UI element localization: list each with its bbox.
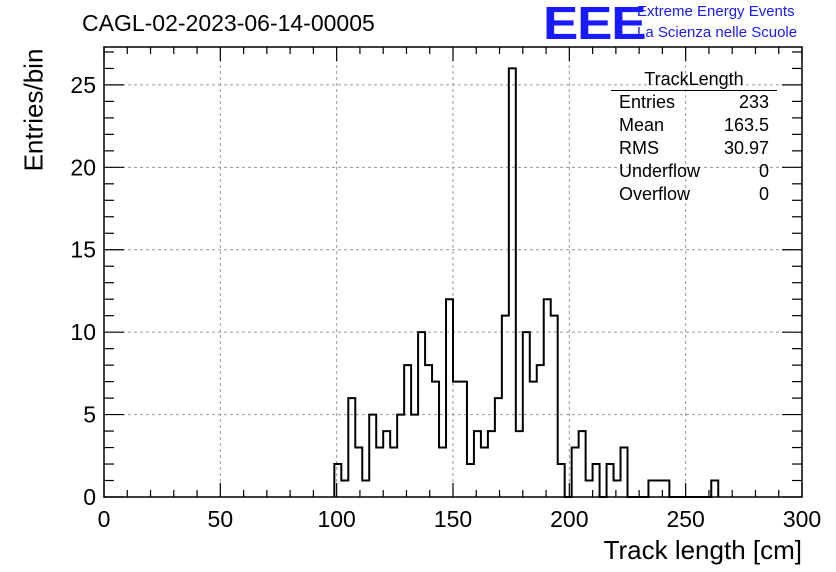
- histogram-bin: [432, 382, 439, 497]
- stats-row-rms: RMS 30.97: [611, 137, 777, 160]
- stats-key: Mean: [619, 115, 665, 135]
- histogram-bin: [509, 68, 516, 497]
- histogram-bin: [397, 415, 404, 497]
- stats-value: 30.97: [723, 138, 769, 158]
- histogram-bin: [711, 481, 718, 497]
- histogram-bin: [607, 464, 614, 497]
- histogram-bin: [495, 398, 502, 497]
- histogram-bin: [655, 481, 662, 497]
- stats-title: TrackLength: [611, 68, 777, 91]
- y-tick-label: 10: [70, 319, 96, 345]
- histogram-bin: [369, 415, 376, 497]
- histogram-bin: [453, 382, 460, 497]
- x-tick-label: 100: [317, 506, 355, 532]
- stats-key: RMS: [619, 138, 659, 158]
- histogram-bin: [572, 448, 579, 497]
- y-tick-label: 20: [70, 154, 96, 180]
- histogram-bin: [481, 448, 488, 497]
- x-axis-label: Track length [cm]: [603, 535, 802, 565]
- histogram-bin: [537, 365, 544, 497]
- x-tick-label: 300: [783, 506, 821, 532]
- stats-row-overflow: Overflow 0: [611, 183, 777, 206]
- histogram-bin: [355, 448, 362, 497]
- histogram-bin: [334, 464, 341, 497]
- x-tick-label: 250: [666, 506, 704, 532]
- histogram-bin: [348, 398, 355, 497]
- histogram-bin: [390, 448, 397, 497]
- logo-line-1: Extreme Energy Events: [637, 3, 795, 20]
- y-axis-label: Entries/bin: [18, 48, 49, 172]
- stats-value: 233: [738, 92, 769, 112]
- histogram-bin: [662, 481, 669, 497]
- histogram-bin: [621, 448, 628, 497]
- logo-line-2: La Scienza nelle Scuole: [637, 24, 798, 41]
- histogram-bin: [516, 431, 523, 497]
- histogram-bin: [502, 316, 509, 497]
- histogram-bin: [376, 448, 383, 497]
- y-tick-label: 25: [70, 72, 96, 98]
- stats-row-entries: Entries 233: [611, 91, 777, 114]
- histogram-bin: [579, 431, 586, 497]
- x-tick-label: 150: [434, 506, 472, 532]
- plot-title: CAGL-02-2023-06-14-00005: [82, 10, 375, 36]
- histogram-bin: [551, 316, 558, 497]
- y-tick-label: 0: [83, 484, 96, 510]
- histogram-bin: [593, 464, 600, 497]
- histogram-bin: [460, 382, 467, 497]
- histogram-bin: [404, 365, 411, 497]
- stats-box: TrackLength Entries 233 Mean 163.5 RMS 3…: [611, 68, 777, 208]
- eee-logo: EEE: [543, 0, 647, 49]
- y-tick-label: 15: [70, 237, 96, 263]
- x-tick-label: 50: [208, 506, 234, 532]
- histogram-bin: [341, 481, 348, 497]
- histogram-bin: [411, 415, 418, 497]
- histogram-bin: [439, 448, 446, 497]
- histogram-bin: [614, 481, 621, 497]
- x-tick-label: 200: [550, 506, 588, 532]
- histogram-bin: [383, 431, 390, 497]
- histogram-bin: [474, 431, 481, 497]
- stats-key: Underflow: [619, 161, 701, 181]
- stats-key: Entries: [619, 92, 676, 112]
- histogram-bin: [425, 365, 432, 497]
- histogram-bin: [488, 431, 495, 497]
- y-tick-label: 5: [83, 402, 96, 428]
- stats-row-underflow: Underflow 0: [611, 160, 777, 183]
- histogram-bin: [586, 481, 593, 497]
- histogram-bin: [467, 464, 474, 497]
- stats-value: 163.5: [723, 115, 769, 135]
- histogram-bin: [362, 481, 369, 497]
- stats-key: Overflow: [619, 184, 691, 204]
- histogram-bin: [530, 382, 537, 497]
- stats-row-mean: Mean 163.5: [611, 114, 777, 137]
- histogram-bin: [648, 481, 655, 497]
- stats-value: 0: [758, 161, 769, 181]
- histogram-bin: [558, 464, 565, 497]
- histogram-bin: [446, 299, 453, 497]
- x-tick-label: 0: [98, 506, 111, 532]
- stats-value: 0: [758, 184, 769, 204]
- histogram-bin: [544, 299, 551, 497]
